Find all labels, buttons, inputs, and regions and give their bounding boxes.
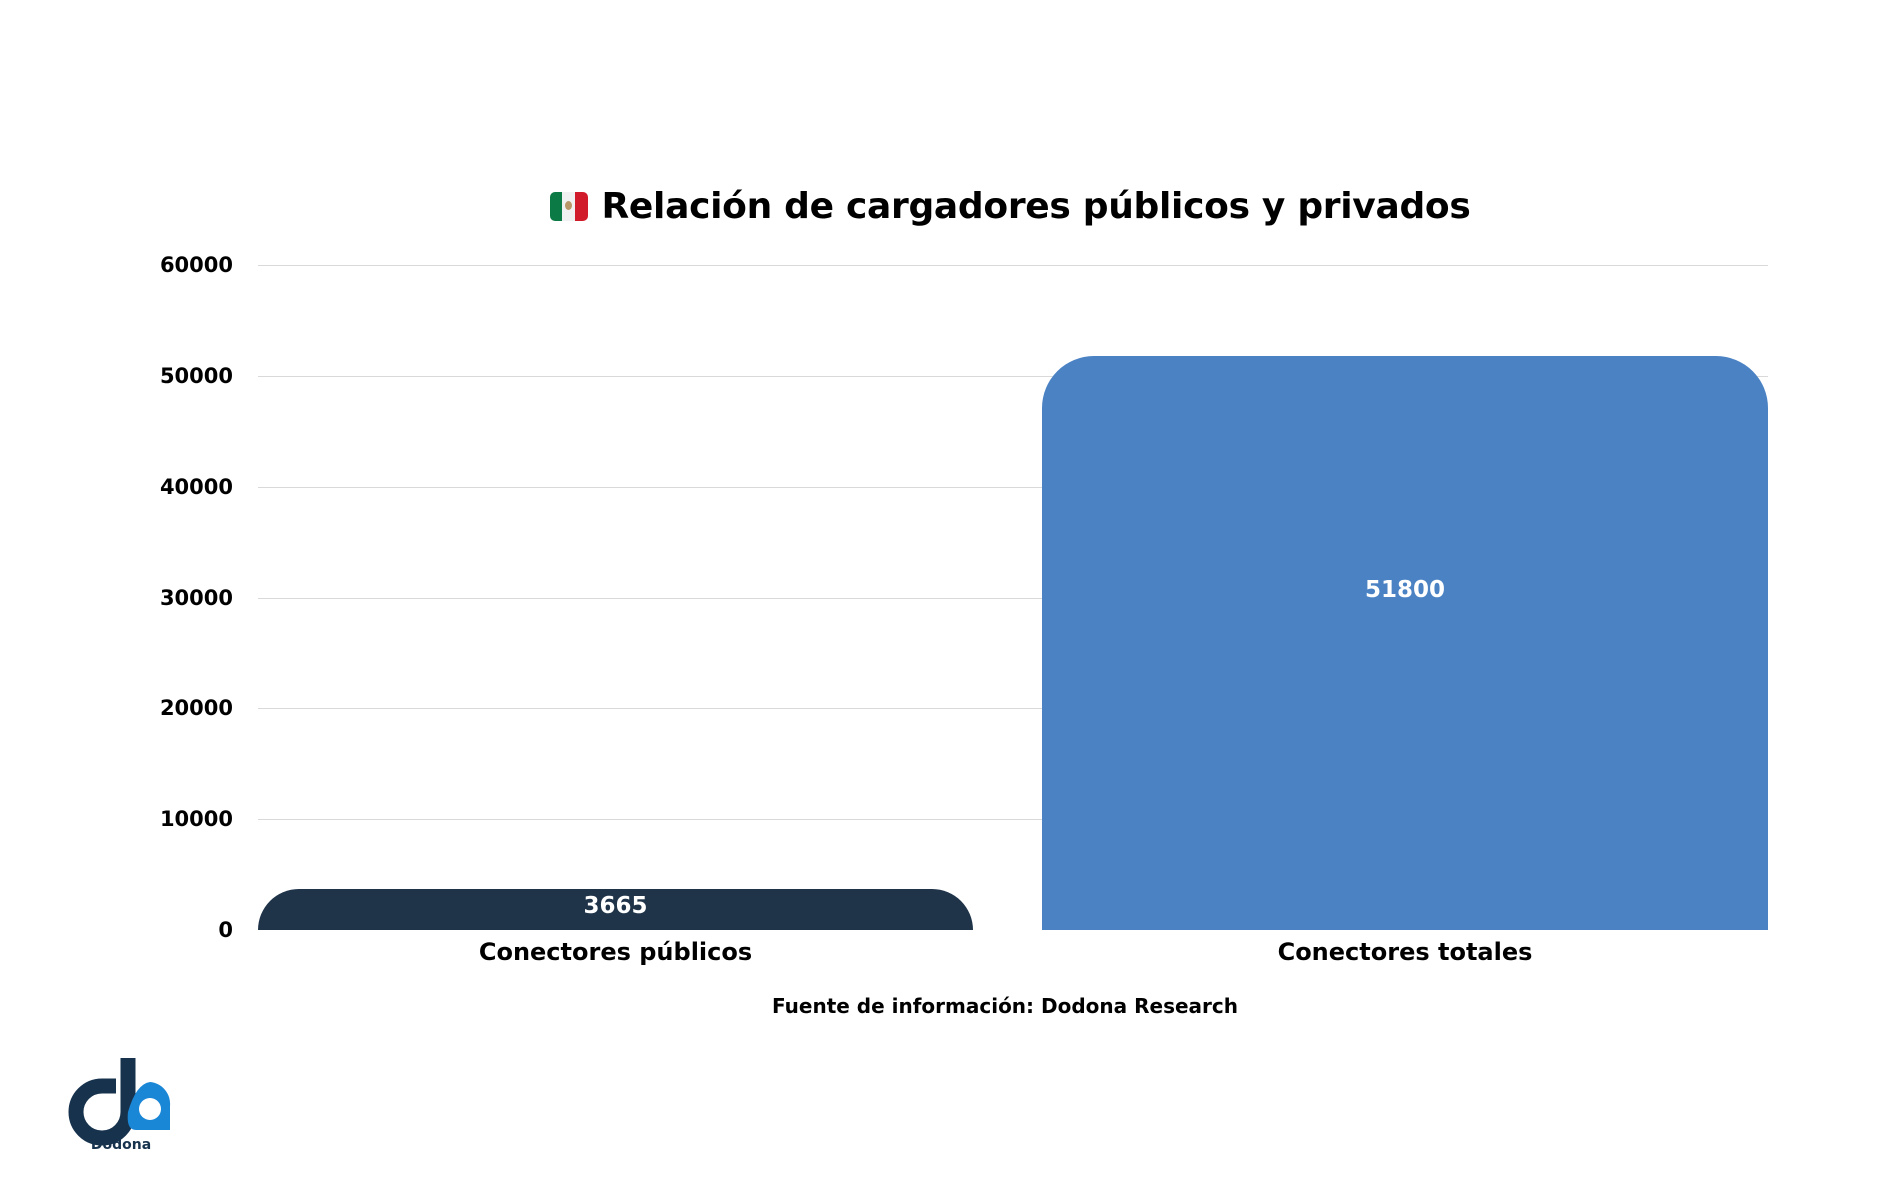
x-category-label: Conectores públicos [478, 938, 753, 966]
bar: 51800 [1042, 355, 1768, 930]
y-tick-label: 30000 [159, 585, 233, 610]
x-category-label: Conectores totales [1277, 938, 1533, 966]
mexico-flag-icon [549, 192, 588, 221]
gridline [258, 375, 1768, 377]
bar-value-label: 3665 [583, 893, 648, 920]
gridline [258, 819, 1768, 821]
plot-area: 0 10000 20000 30000 40000 50000 60000 3665 51800 [160, 253, 1768, 942]
source-note: Fuente de información: Dodona Research [771, 994, 1238, 1018]
bar-value-label: 51800 [1364, 576, 1446, 603]
chart-title: Relación de cargadores públicos y privad… [0, 186, 1900, 227]
gridline [258, 486, 1768, 488]
y-tick-label: 0 [218, 918, 233, 942]
y-tick-label: 40000 [159, 474, 233, 499]
gridline [258, 597, 1768, 599]
dodona-logo-icon [68, 1058, 171, 1146]
y-tick-label: 50000 [159, 363, 233, 388]
logo-text: Dodona [90, 1137, 152, 1153]
chart-title-text: Relación de cargadores públicos y privad… [601, 186, 1471, 227]
bar: 3665 [258, 889, 973, 930]
y-tick-label: 60000 [159, 253, 233, 277]
y-tick-label: 10000 [159, 807, 233, 832]
y-tick-label: 20000 [159, 696, 233, 721]
gridline [258, 708, 1768, 710]
gridline [258, 265, 1768, 266]
